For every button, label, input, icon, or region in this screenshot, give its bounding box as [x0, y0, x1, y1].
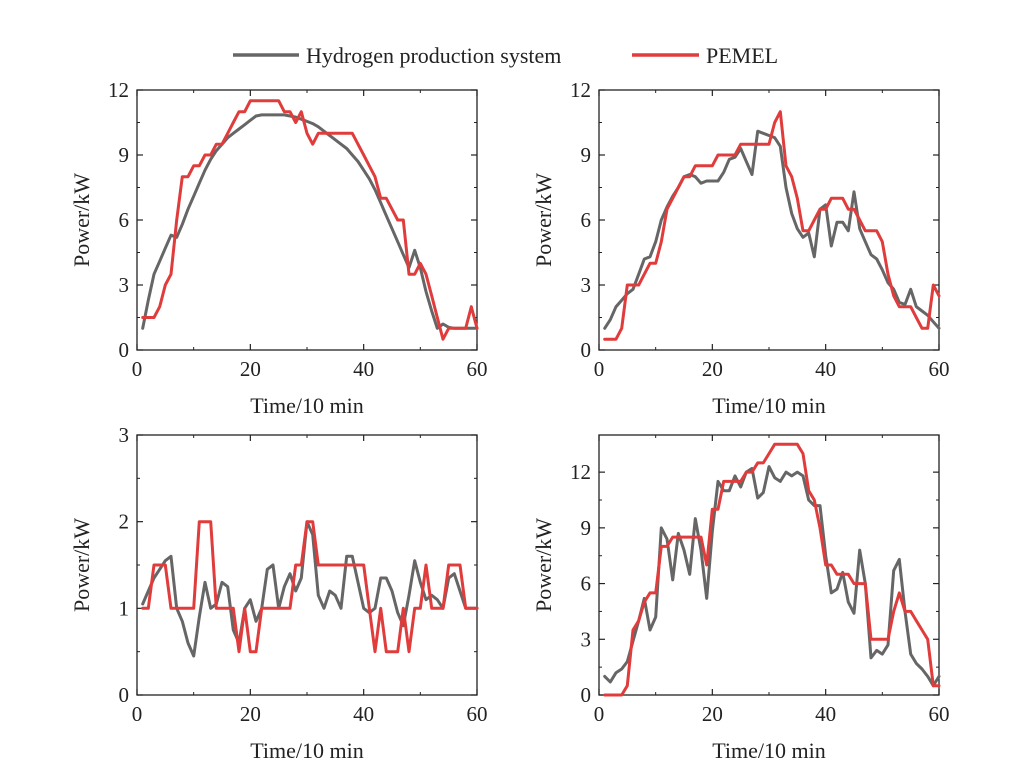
y-tick-label: 0: [119, 683, 130, 707]
y-tick-label: 3: [581, 273, 592, 297]
x-tick-label: 0: [132, 357, 143, 381]
x-axis-title: Time/10 min: [712, 393, 826, 418]
x-axis-title: Time/10 min: [250, 393, 364, 418]
series-line-hydrogen: [141, 113, 479, 330]
y-tick-label: 3: [119, 423, 130, 447]
y-tick-label: 3: [119, 273, 130, 297]
x-tick-label: 0: [132, 702, 143, 726]
x-axis-title: Time/10 min: [250, 738, 364, 763]
plot-frame: [598, 89, 940, 351]
x-tick-label: 20: [702, 702, 723, 726]
chart-panel-3: 0 20 40 60 0 1 2 3 Time/10 min Power/kW: [69, 423, 488, 763]
series-line-hydrogen: [603, 465, 941, 688]
x-tick-label: 20: [240, 357, 261, 381]
x-tick-label: 40: [815, 702, 836, 726]
y-tick-label: 0: [581, 683, 592, 707]
x-tick-label: 40: [815, 357, 836, 381]
chart-panel-1: 0 20 40 60 0 3 6 9 12 Time/10 min Power/kW: [69, 78, 488, 418]
chart-panel-4: 0 20 40 60 0 3 6 9 12 Time/10 min Power/kW: [531, 434, 950, 763]
y-tick-label: 12: [108, 78, 129, 102]
y-tick-label: 6: [119, 208, 130, 232]
y-axis-title: Power/kW: [531, 518, 556, 612]
x-tick-label: 60: [467, 702, 488, 726]
plot-frame: [598, 434, 940, 696]
y-axis-title: Power/kW: [69, 173, 94, 267]
y-tick-label: 9: [581, 143, 592, 167]
x-tick-label: 20: [240, 702, 261, 726]
y-tick-label: 2: [119, 510, 130, 534]
y-tick-label: 0: [581, 338, 592, 362]
y-tick-label: 0: [119, 338, 130, 362]
x-tick-label: 0: [594, 702, 605, 726]
x-tick-label: 40: [353, 357, 374, 381]
x-axis-title: Time/10 min: [712, 738, 826, 763]
x-tick-label: 20: [702, 357, 723, 381]
x-tick-label: 60: [467, 357, 488, 381]
y-axis-title: Power/kW: [69, 518, 94, 612]
y-tick-label: 6: [581, 572, 592, 596]
series-line-hydrogen: [603, 129, 941, 330]
y-tick-label: 9: [581, 516, 592, 540]
y-axis-title: Power/kW: [531, 173, 556, 267]
y-tick-label: 12: [570, 460, 591, 484]
series-line-pemel: [603, 110, 941, 341]
chart-panel-2: 0 20 40 60 0 3 6 9 12 Time/10 min Power/kW: [531, 78, 950, 418]
series-line-hydrogen: [141, 520, 479, 658]
y-tick-label: 1: [119, 596, 130, 620]
y-tick-label: 12: [570, 78, 591, 102]
y-tick-label: 6: [581, 208, 592, 232]
legend-label-hydrogen: Hydrogen production system: [306, 43, 561, 68]
x-tick-label: 60: [929, 702, 950, 726]
series-line-pemel: [141, 520, 479, 654]
series-line-pemel: [603, 442, 941, 697]
x-tick-label: 40: [353, 702, 374, 726]
legend: Hydrogen production system PEMEL: [233, 43, 778, 68]
legend-label-pemel: PEMEL: [706, 43, 778, 68]
series-line-pemel: [141, 99, 479, 341]
x-tick-label: 60: [929, 357, 950, 381]
y-tick-label: 9: [119, 143, 130, 167]
x-tick-label: 0: [594, 357, 605, 381]
y-tick-label: 3: [581, 627, 592, 651]
